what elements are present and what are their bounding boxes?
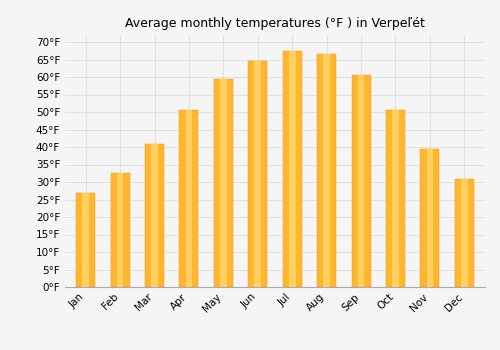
Bar <box>180 110 199 287</box>
Bar <box>117 173 123 287</box>
Bar <box>392 110 399 287</box>
Bar <box>145 144 164 287</box>
Bar <box>248 61 268 287</box>
Bar <box>254 61 261 287</box>
Bar <box>289 51 296 287</box>
Bar <box>76 193 95 287</box>
Bar <box>214 79 233 287</box>
Title: Average monthly temperatures (°F ) in Verpeľét: Average monthly temperatures (°F ) in Ve… <box>125 17 425 30</box>
Bar <box>386 110 405 287</box>
Bar <box>461 178 468 287</box>
Bar <box>317 54 336 287</box>
Bar <box>151 144 158 287</box>
Bar <box>358 75 364 287</box>
Bar <box>352 75 370 287</box>
Bar <box>420 149 440 287</box>
Bar <box>110 173 130 287</box>
Bar <box>186 110 192 287</box>
Bar <box>82 193 89 287</box>
Bar <box>324 54 330 287</box>
Bar <box>282 51 302 287</box>
Bar <box>455 178 474 287</box>
Bar <box>220 79 226 287</box>
Bar <box>426 149 433 287</box>
